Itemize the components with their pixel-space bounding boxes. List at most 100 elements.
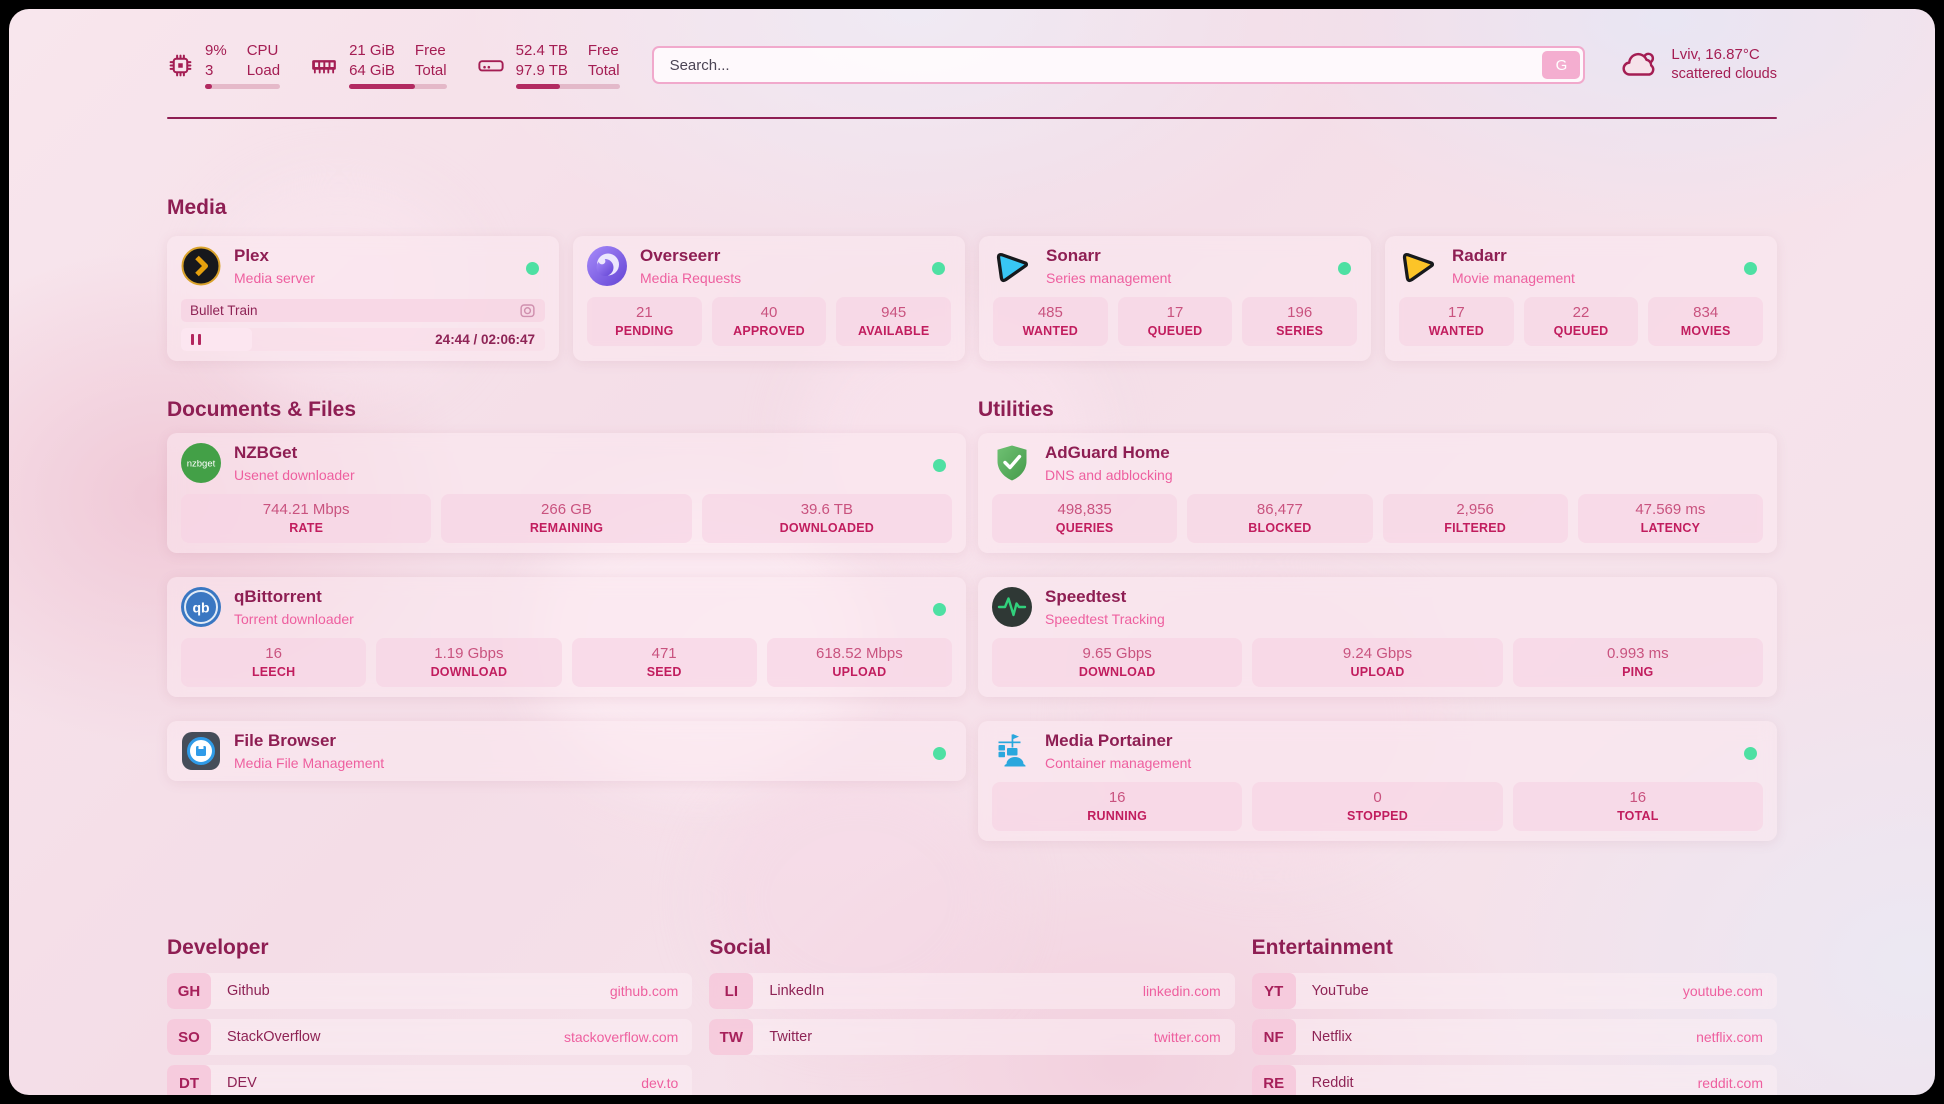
weather-location: Lviv, 16.87°C <box>1671 46 1760 64</box>
app-name: File Browser <box>234 731 337 751</box>
app-name: Speedtest <box>1045 587 1127 607</box>
sonarr-icon <box>996 252 1029 283</box>
card-sonarr[interactable]: Sonarr Series management 485 WANTED 17 Q… <box>979 236 1371 361</box>
bookmark-abbr: TW <box>709 1019 754 1055</box>
bookmark-url: github.com <box>609 983 679 999</box>
portainer-icon <box>998 734 1026 767</box>
app-description: Series management <box>1046 269 1172 286</box>
cpu-widget: 9% 3 CPU Load <box>167 41 281 90</box>
card-qbittorrent[interactable]: qb qBittorrent Torrent downloader 16 LEE… <box>167 577 966 697</box>
bookmark-dev[interactable]: DT DEV dev.to <box>167 1065 693 1095</box>
stat-download: 1.19 Gbps DOWNLOAD <box>376 638 562 687</box>
card-adguard[interactable]: AdGuard Home DNS and adblocking 498,835 … <box>978 433 1777 553</box>
app-name: Sonarr <box>1046 246 1101 266</box>
svg-text:nzbget: nzbget <box>187 459 216 470</box>
section-title-social: Social <box>709 936 772 959</box>
cloud-icon <box>1622 52 1655 76</box>
section-title-documents: Documents & Files <box>167 398 357 421</box>
disk-total-value: 97.9 TB <box>515 61 568 79</box>
stat-rate: 744.21 Mbps RATE <box>181 494 432 543</box>
status-dot <box>933 459 946 472</box>
status-dot <box>526 262 539 275</box>
bookmark-stackoverflow[interactable]: SO StackOverflow stackoverflow.com <box>167 1019 693 1055</box>
card-radarr[interactable]: Radarr Movie management 17 WANTED 22 QUE… <box>1385 236 1777 361</box>
stat-available: 945 AVAILABLE <box>836 297 952 346</box>
memory-widget: 21 GiB 64 GiB Free Total <box>310 41 447 90</box>
card-speedtest[interactable]: Speedtest Speedtest Tracking 9.65 Gbps D… <box>978 577 1777 697</box>
bookmark-netflix[interactable]: NF Netflix netflix.com <box>1251 1019 1777 1055</box>
app-description: Usenet downloader <box>234 466 355 483</box>
bookmark-name: Github <box>227 983 270 999</box>
bookmark-url: netflix.com <box>1696 1029 1763 1045</box>
app-description: Media Requests <box>640 269 742 286</box>
stat-wanted: 485 WANTED <box>993 297 1108 346</box>
memory-total-value: 64 GiB <box>349 61 395 79</box>
memory-icon <box>312 59 336 74</box>
weather-condition: scattered clouds <box>1671 66 1777 83</box>
bookmark-name: LinkedIn <box>769 983 825 999</box>
cpu-usage-value: 9% <box>205 41 227 59</box>
bookmark-name: Netflix <box>1311 1029 1352 1045</box>
playback-time: 24:44 / 02:06:47 <box>435 332 535 347</box>
radarr-icon <box>1402 252 1435 283</box>
bookmark-youtube[interactable]: YT YouTube youtube.com <box>1251 973 1777 1009</box>
pause-icon[interactable] <box>191 334 201 345</box>
bookmark-url: stackoverflow.com <box>563 1029 679 1045</box>
status-dot <box>932 262 945 275</box>
cpu-icon <box>169 54 192 76</box>
bookmark-url: twitter.com <box>1153 1029 1221 1045</box>
media-cards: Plex Media server Bullet Train <box>167 236 1777 361</box>
stat-upload: 9.24 Gbps UPLOAD <box>1252 638 1503 687</box>
disk-progress-bar <box>515 84 620 90</box>
disk-free-value: 52.4 TB <box>515 41 568 59</box>
documents-column: Documents & Files nzbget NZBGet Usenet d… <box>167 397 966 805</box>
stat-total: 16 TOTAL <box>1512 782 1763 831</box>
bookmark-linkedin[interactable]: LI LinkedIn linkedin.com <box>709 973 1235 1009</box>
search-bar: G <box>651 46 1586 84</box>
bookmark-name: StackOverflow <box>227 1029 321 1045</box>
disk-free-label: Free <box>587 41 619 59</box>
card-overseerr[interactable]: Overseerr Media Requests 21 PENDING 40 A… <box>573 236 965 361</box>
search-engine-button[interactable]: G <box>1542 51 1581 79</box>
bookmark-github[interactable]: GH Github github.com <box>167 973 693 1009</box>
status-dot <box>1744 262 1757 275</box>
app-name: AdGuard Home <box>1045 443 1170 463</box>
screenshot-icon[interactable] <box>519 302 536 319</box>
playback-progress-bar: 24:44 / 02:06:47 <box>181 328 545 351</box>
search-input[interactable] <box>651 46 1586 84</box>
disk-total-label: Total <box>587 61 620 79</box>
memory-total-label: Total <box>414 61 447 79</box>
stat-seed: 471 SEED <box>571 638 757 687</box>
card-nzbget[interactable]: nzbget NZBGet Usenet downloader 744.21 M… <box>167 433 966 553</box>
app-description: DNS and adblocking <box>1045 466 1173 483</box>
bookmark-abbr: DT <box>167 1065 211 1095</box>
bookmark-twitter[interactable]: TW Twitter twitter.com <box>709 1019 1235 1055</box>
card-plex[interactable]: Plex Media server Bullet Train <box>167 236 559 361</box>
section-title-media: Media <box>167 196 227 219</box>
disk-icon <box>478 59 504 71</box>
cpu-progress-bar <box>205 84 281 90</box>
plex-icon <box>181 246 221 286</box>
stat-queued: 22 QUEUED <box>1523 297 1639 346</box>
stat-blocked: 86,477 BLOCKED <box>1187 494 1373 543</box>
bookmark-abbr: LI <box>709 973 754 1009</box>
app-description: Movie management <box>1452 269 1575 286</box>
stat-stopped: 0 STOPPED <box>1252 782 1503 831</box>
bookmark-url: dev.to <box>641 1075 679 1091</box>
weather-widget: Lviv, 16.87°C scattered clouds <box>1621 45 1777 85</box>
stat-wanted: 17 WANTED <box>1399 297 1514 346</box>
bookmark-url: youtube.com <box>1682 983 1763 999</box>
stat-remaining: 266 GB REMAINING <box>441 494 692 543</box>
card-portainer[interactable]: Media Portainer Container management 16 … <box>978 721 1777 841</box>
app-name: Overseerr <box>640 246 721 266</box>
section-title-entertainment: Entertainment <box>1251 936 1393 959</box>
overseerr-icon <box>587 246 627 286</box>
bookmark-reddit[interactable]: RE Reddit reddit.com <box>1251 1065 1777 1095</box>
cpu-usage-label: CPU <box>246 41 279 59</box>
app-name: Radarr <box>1452 246 1507 266</box>
stat-pending: 21 PENDING <box>587 297 702 346</box>
card-filebrowser[interactable]: File Browser Media File Management <box>167 721 966 781</box>
app-description: Torrent downloader <box>234 610 354 627</box>
bookmark-url: linkedin.com <box>1142 983 1221 999</box>
stat-downloaded: 39.6 TB DOWNLOADED <box>701 494 952 543</box>
